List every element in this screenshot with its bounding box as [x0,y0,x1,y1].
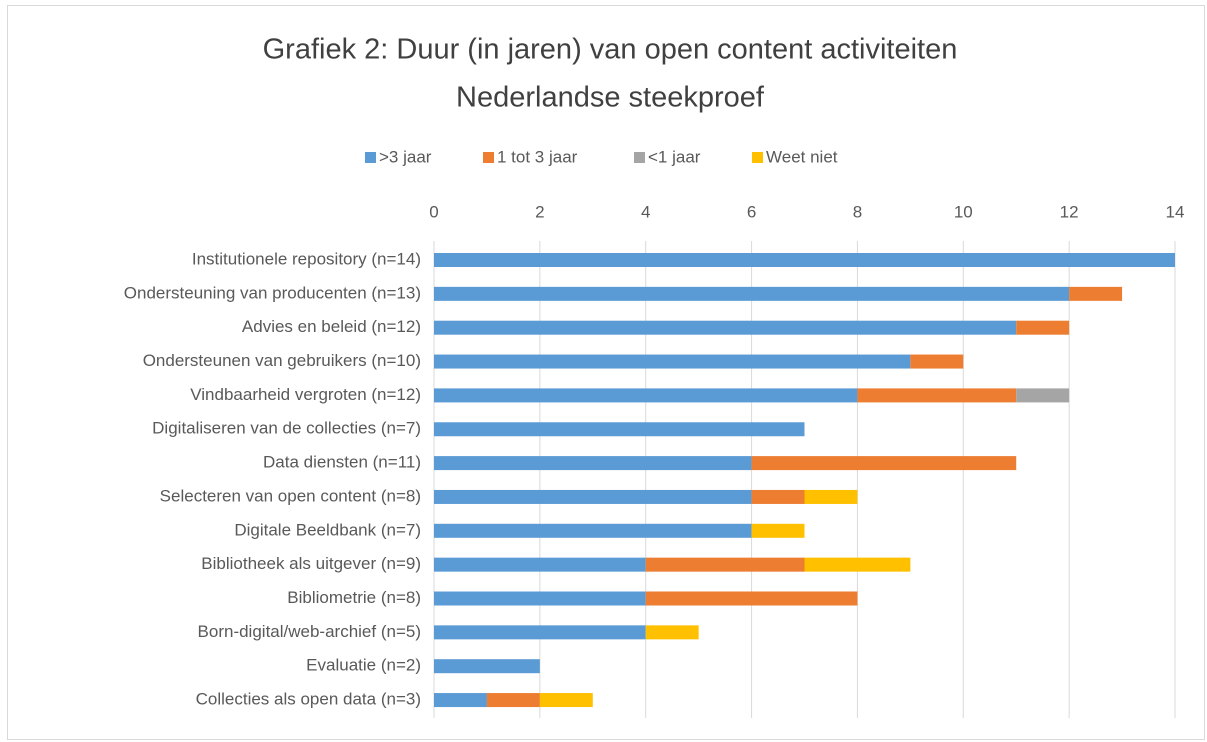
y-tick-label: Data diensten (n=11) [263,453,421,472]
bar-segment [804,489,858,504]
bar-segment [804,557,911,572]
x-tick-label: 4 [641,202,650,221]
x-tick-label: 12 [1060,202,1079,221]
x-tick-label: 6 [747,202,756,221]
y-tick-label: Ondersteunen van gebruikers (n=10) [143,351,421,370]
bar-segment [1016,388,1070,403]
x-tick-label: 10 [954,202,973,221]
y-tick-label: Ondersteuning van producenten (n=13) [124,283,421,302]
x-tick-label: 0 [429,202,438,221]
bar-segment [645,625,699,640]
bar-segment [751,456,1017,471]
legend-label: Weet niet [766,147,838,166]
legend-label: 1 tot 3 jaar [497,147,578,166]
y-tick-label: Institutionele repository (n=14) [192,249,421,268]
chart-title: Nederlandse steekproef [456,82,765,114]
bar-segment [857,388,1017,403]
y-tick-label: Collecties als open data (n=3) [196,690,421,709]
bar-segment [434,489,752,504]
legend-swatch [634,152,645,163]
y-tick-label: Evaluatie (n=2) [306,656,421,675]
y-tick-label: Born-digital/web-archief (n=5) [198,622,421,641]
chart-title: Grafiek 2: Duur (in jaren) van open cont… [263,34,958,66]
bar-segment [751,489,805,504]
legend-label: <1 jaar [648,147,701,166]
bar-segment [434,625,646,640]
x-tick-label: 14 [1166,202,1185,221]
y-tick-label: Bibliometrie (n=8) [287,588,421,607]
legend-swatch [752,152,763,163]
legend-swatch [483,152,494,163]
y-tick-label: Digitale Beeldbank (n=7) [234,520,421,539]
y-tick-label: Selecteren van open content (n=8) [160,486,421,505]
bar-segment [539,693,593,708]
bar-segment [434,422,805,437]
x-tick-label: 2 [535,202,544,221]
bar-segment [434,388,858,403]
bar-segment [751,523,805,538]
bar-segment [434,591,646,606]
bar-segment [434,286,1070,301]
legend-swatch [365,152,376,163]
bar-segment [434,456,752,471]
bar-segment [1016,320,1070,335]
bar-segment [486,693,540,708]
bar-segment [645,557,805,572]
y-tick-label: Digitaliseren van de collecties (n=7) [152,419,421,438]
chart-border [7,5,1205,740]
bar-segment [645,591,858,606]
y-tick-label: Vindbaarheid vergroten (n=12) [190,385,421,404]
legend-label: >3 jaar [379,147,432,166]
bar-segment [434,320,1017,335]
bar-segment [910,354,964,369]
bar-segment [434,253,1175,267]
bar-segment [434,659,540,674]
bar-segment [434,557,646,572]
x-tick-label: 8 [853,202,862,221]
y-tick-label: Advies en beleid (n=12) [242,317,421,336]
bar-segment [434,523,752,538]
bar-segment [434,693,487,708]
bar-segment [1069,286,1123,301]
y-tick-label: Bibliotheek als uitgever (n=9) [201,554,421,573]
bar-segment [434,354,911,369]
